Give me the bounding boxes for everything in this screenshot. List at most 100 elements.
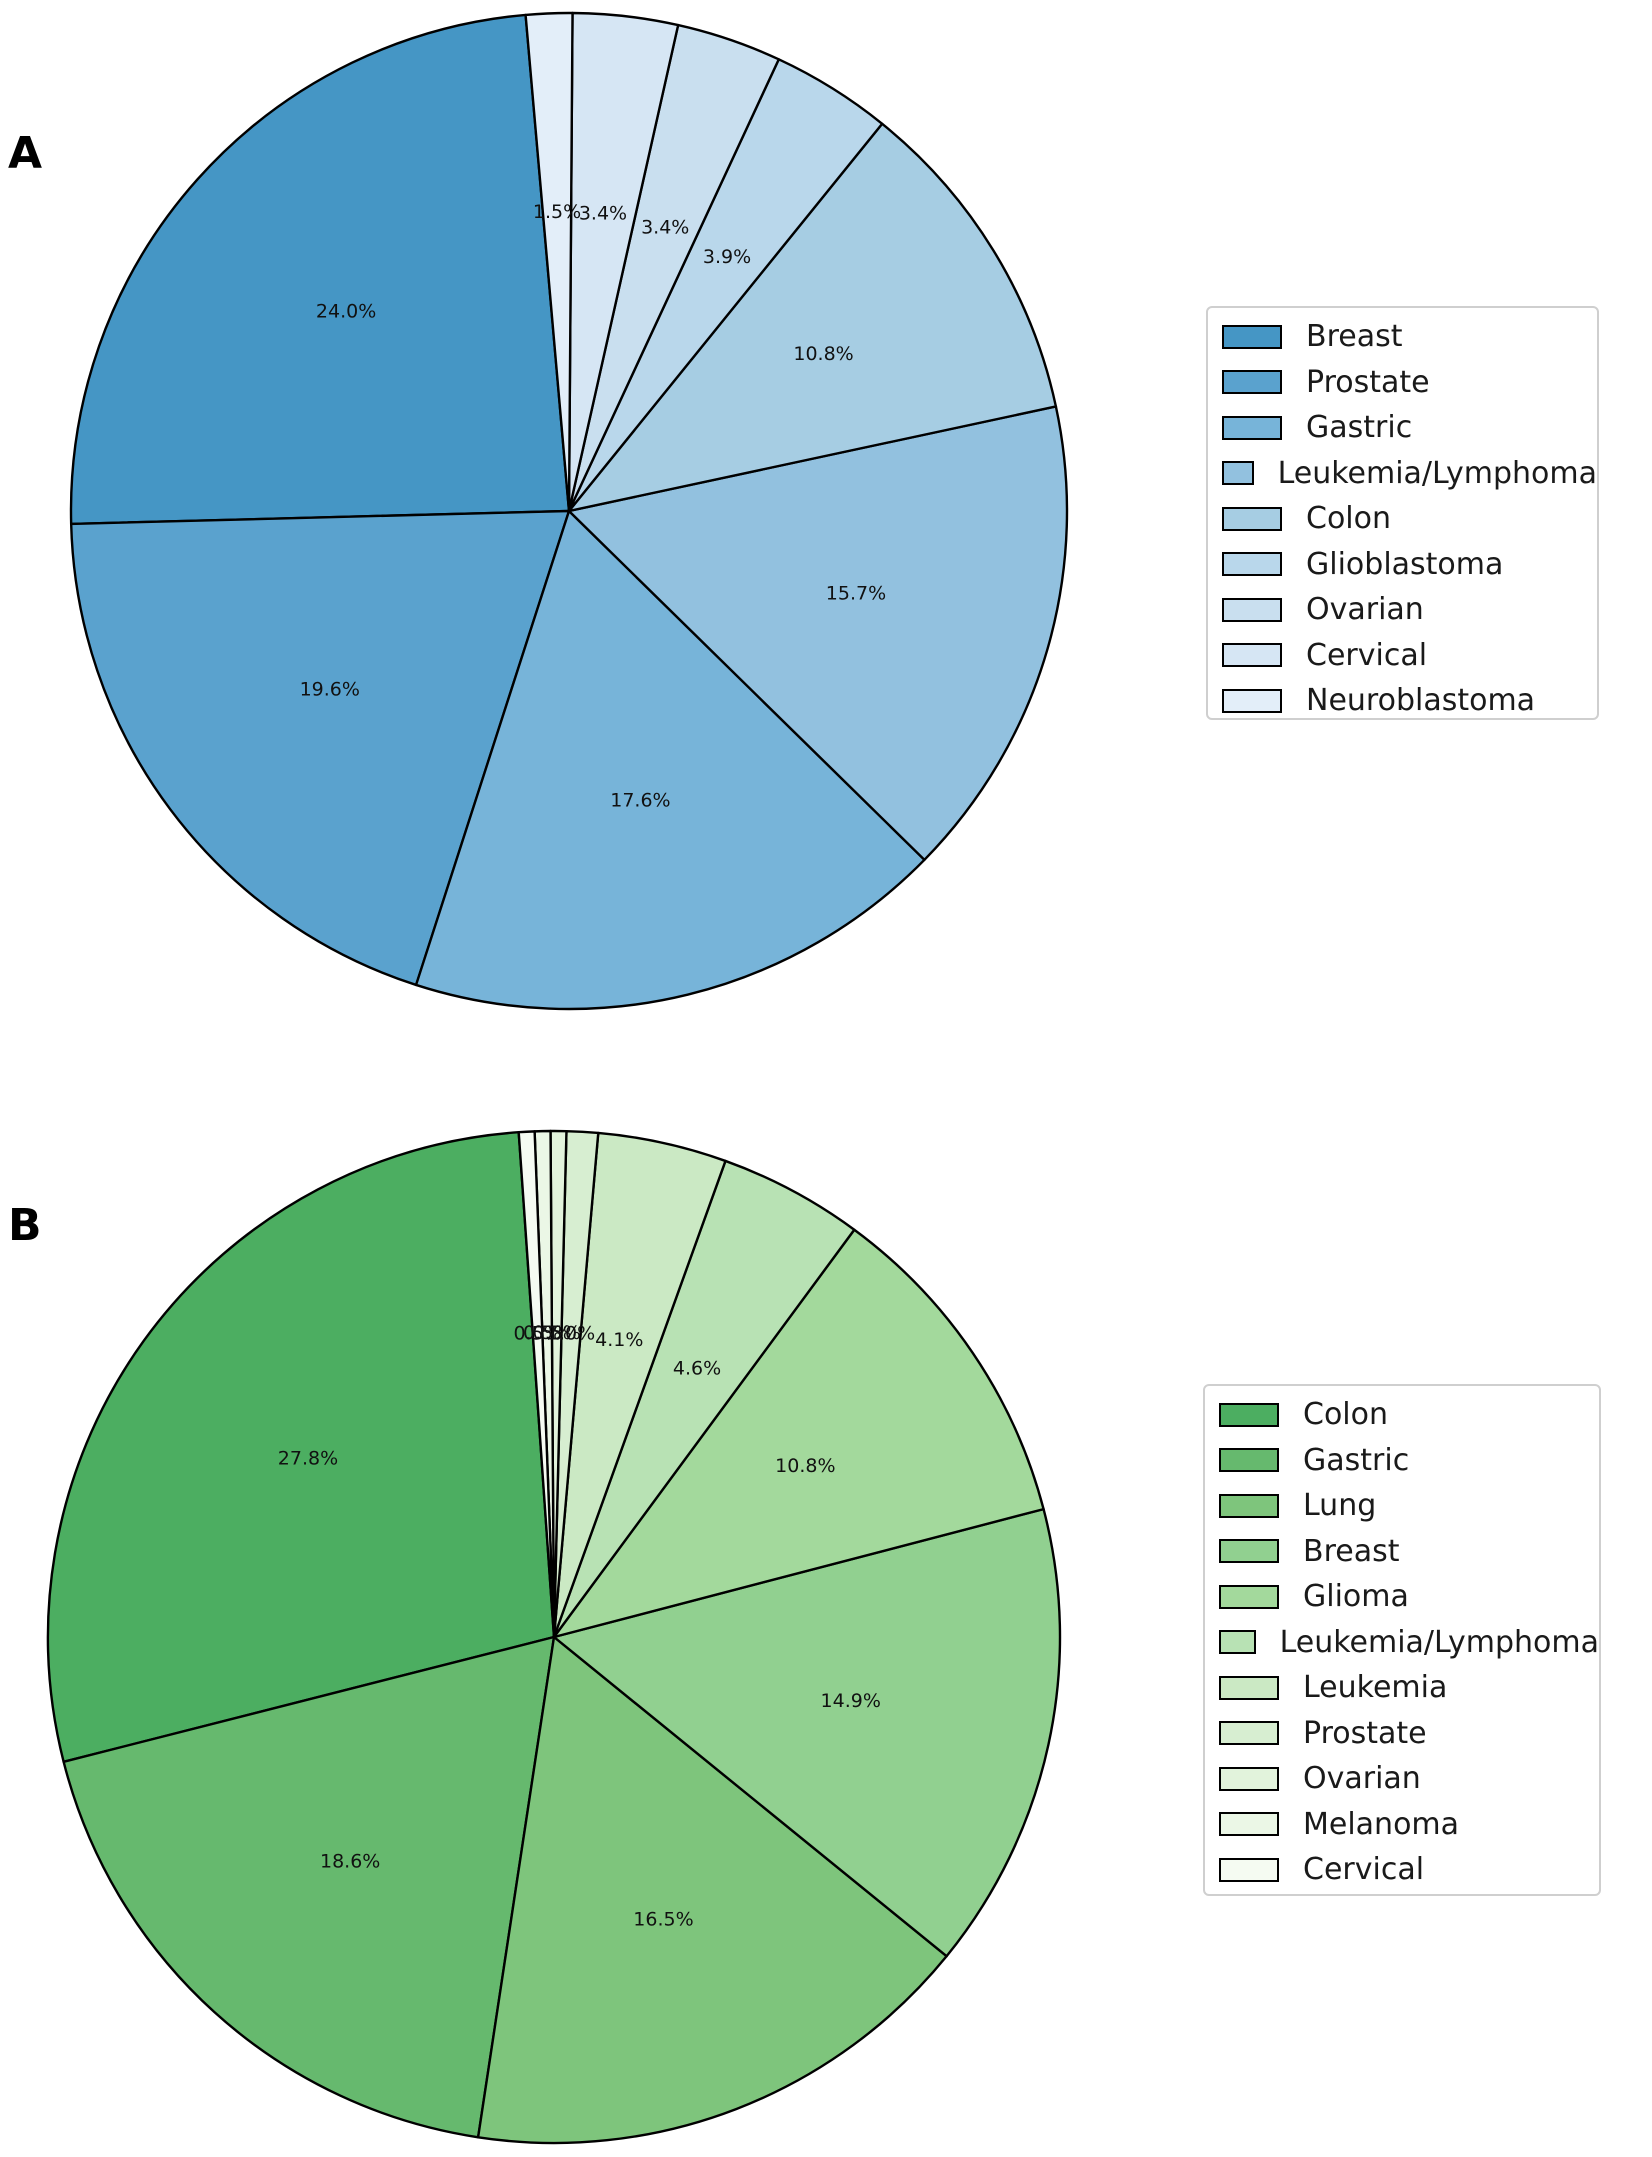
legend-a-swatch bbox=[1222, 506, 1282, 531]
pie-a-pct-label: 10.8% bbox=[793, 343, 853, 365]
pie-a-pct-label: 19.6% bbox=[300, 678, 360, 700]
pie-b-pct-label: 16.5% bbox=[633, 1909, 693, 1931]
legend-b-item: Leukemia bbox=[1213, 1665, 1599, 1711]
pie-b-slice-cervical bbox=[517, 1130, 556, 1639]
legend-b-label: Prostate bbox=[1303, 1715, 1427, 1751]
legend-b-swatch bbox=[1219, 1402, 1279, 1427]
legend-b-item: Cervical bbox=[1213, 1847, 1599, 1893]
legend-b-item: Gastric bbox=[1213, 1438, 1599, 1484]
legend-b-label: Lung bbox=[1303, 1488, 1377, 1524]
legend-b-label: Leukemia bbox=[1303, 1670, 1448, 1706]
legend-a-label: Prostate bbox=[1306, 364, 1430, 400]
legend-b-label: Ovarian bbox=[1303, 1761, 1421, 1797]
legend-a-item: Breast bbox=[1216, 314, 1597, 360]
legend-a-swatch bbox=[1222, 370, 1282, 395]
legend-a-swatch bbox=[1222, 597, 1282, 622]
legend-b-item: Ovarian bbox=[1213, 1756, 1599, 1802]
legend-a-label: Glioblastoma bbox=[1306, 546, 1504, 582]
legend-a-swatch bbox=[1222, 643, 1282, 668]
legend-a-swatch bbox=[1222, 552, 1282, 577]
legend-a-item: Cervical bbox=[1216, 633, 1597, 679]
pie-a-pct-label: 3.4% bbox=[579, 203, 627, 225]
legend-a-item: Glioblastoma bbox=[1216, 542, 1597, 588]
legend-b-label: Leukemia/Lymphoma bbox=[1279, 1624, 1599, 1660]
legend-a-item: Gastric bbox=[1216, 405, 1597, 451]
pie-a-slice-prostate bbox=[69, 509, 571, 987]
legend-a-label: Gastric bbox=[1306, 410, 1413, 446]
legend-a-item: Ovarian bbox=[1216, 587, 1597, 633]
panel-label-a: A bbox=[8, 128, 43, 179]
legend-a-label: Cervical bbox=[1306, 637, 1428, 673]
legend-b-swatch bbox=[1219, 1630, 1256, 1655]
pie-a-pct-label: 3.9% bbox=[703, 246, 751, 268]
legend-b-item: Leukemia/Lymphoma bbox=[1213, 1620, 1599, 1666]
pie-b-pct-label: 14.9% bbox=[821, 1690, 881, 1712]
legend-a-item: Neuroblastoma bbox=[1216, 678, 1597, 724]
pie-chart-b: 27.8% 18.6% 16.5% 14.9% 10.8% 4.6% 4.1%1.0%0.5… bbox=[46, 1129, 1062, 2145]
legend-b-item: Glioma bbox=[1213, 1574, 1599, 1620]
pie-a-pct-label: 1.5% bbox=[533, 201, 581, 223]
legend-a-label: Colon bbox=[1306, 501, 1392, 537]
pie-a-pct-label: 3.4% bbox=[641, 217, 689, 239]
legend-a-label: Leukemia/Lymphoma bbox=[1277, 455, 1597, 491]
legend-a-swatch bbox=[1222, 415, 1282, 440]
legend-b-item: Melanoma bbox=[1213, 1802, 1599, 1848]
pie-a-slice-leukemia-lymphoma bbox=[567, 405, 1069, 862]
pie-b-pct-label: 4.1% bbox=[595, 1329, 643, 1351]
pie-b-pct-label: 0.5% bbox=[533, 1322, 581, 1344]
pie-a-pct-label: 17.6% bbox=[610, 790, 670, 812]
legend-a-swatch bbox=[1222, 461, 1254, 486]
legend-b-item: Prostate bbox=[1213, 1711, 1599, 1757]
pie-a-pct-label: 15.7% bbox=[826, 583, 886, 605]
legend-b-label: Cervical bbox=[1303, 1852, 1425, 1888]
pie-b-pct-label: 18.6% bbox=[320, 1851, 380, 1873]
legend-b-label: Melanoma bbox=[1303, 1806, 1460, 1842]
pie-a-slice-breast bbox=[69, 13, 571, 526]
legend-a-label: Breast bbox=[1306, 319, 1403, 355]
legend-b-swatch bbox=[1219, 1721, 1279, 1746]
legend-b-swatch bbox=[1219, 1448, 1279, 1473]
legend-a-item: Prostate bbox=[1216, 360, 1597, 406]
legend-b-label: Breast bbox=[1303, 1533, 1400, 1569]
pie-b-slice-gastric bbox=[62, 1635, 556, 2139]
panel-label-b: B bbox=[8, 1200, 42, 1251]
legend-a-swatch bbox=[1222, 324, 1282, 349]
legend-b-swatch bbox=[1219, 1675, 1279, 1700]
pie-b-pct-label: 0.5% bbox=[513, 1322, 561, 1344]
legend-b-swatch bbox=[1219, 1493, 1279, 1518]
legend-b-swatch bbox=[1219, 1584, 1279, 1609]
pie-b-pct-label: 10.8% bbox=[775, 1455, 835, 1477]
legend-b: Colon Gastric Lung Breast Glioma Leukemia/Lym… bbox=[1203, 1384, 1601, 1896]
legend-a-item: Colon bbox=[1216, 496, 1597, 542]
legend-a-item: Leukemia/Lymphoma bbox=[1216, 451, 1597, 497]
legend-a-label: Neuroblastoma bbox=[1306, 683, 1536, 719]
legend-b-item: Lung bbox=[1213, 1483, 1599, 1529]
legend-a: Breast Prostate Gastric Leukemia/Lymphoma Co… bbox=[1206, 306, 1599, 720]
pie-a-slice-gastric bbox=[414, 509, 926, 1011]
legend-b-swatch bbox=[1219, 1766, 1279, 1791]
pie-b-slice-breast bbox=[552, 1507, 1062, 1958]
legend-a-swatch bbox=[1222, 688, 1282, 713]
legend-b-swatch bbox=[1219, 1812, 1279, 1837]
pie-a-slice-neuroblastoma bbox=[524, 11, 574, 513]
pie-b-pct-label: 0.5% bbox=[523, 1322, 571, 1344]
pie-a-slice-colon bbox=[567, 122, 1058, 513]
pie-b-slice-glioma bbox=[552, 1228, 1045, 1639]
legend-b-swatch bbox=[1219, 1857, 1279, 1882]
pie-b-pct-label: 27.8% bbox=[278, 1448, 338, 1470]
legend-b-label: Colon bbox=[1303, 1397, 1389, 1433]
legend-a-label: Ovarian bbox=[1306, 592, 1424, 628]
legend-b-swatch bbox=[1219, 1539, 1279, 1564]
pie-a-pct-label: 24.0% bbox=[316, 301, 376, 323]
pie-b-pct-label: 4.6% bbox=[673, 1358, 721, 1380]
legend-b-label: Glioma bbox=[1303, 1579, 1409, 1615]
legend-b-item: Colon bbox=[1213, 1392, 1599, 1438]
pie-chart-a: 24.0%19.6%17.6%15.7%10.8%3.9%3.4%3.4%1.5… bbox=[69, 11, 1069, 1011]
legend-b-item: Breast bbox=[1213, 1529, 1599, 1575]
legend-b-label: Gastric bbox=[1303, 1442, 1410, 1478]
pie-b-slice-lung bbox=[476, 1635, 948, 2145]
pie-b-slice-colon bbox=[46, 1131, 556, 1764]
pie-b-pct-label: 1.0% bbox=[547, 1322, 595, 1344]
